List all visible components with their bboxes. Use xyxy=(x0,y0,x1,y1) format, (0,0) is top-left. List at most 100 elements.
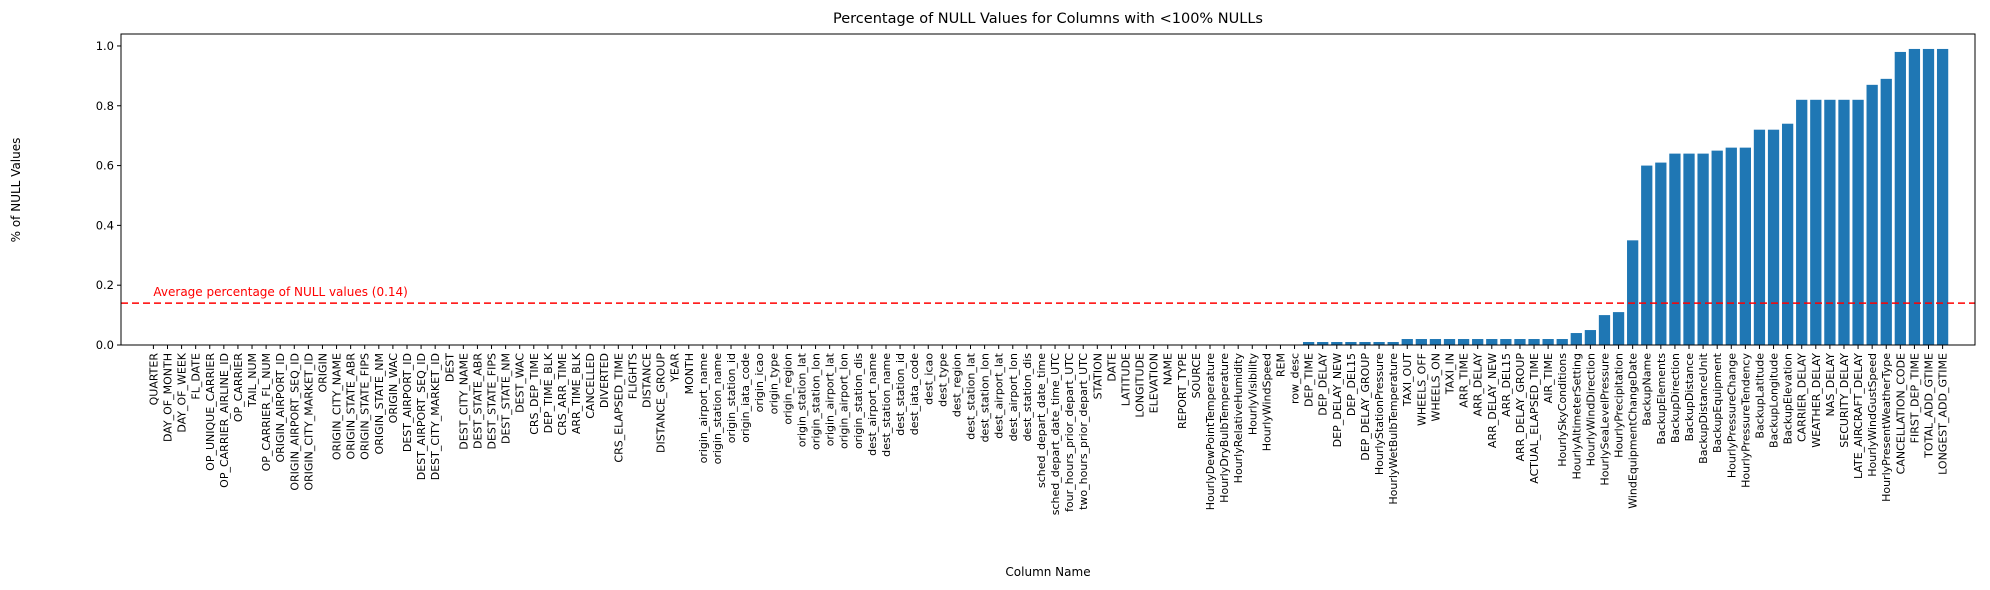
x-tick-label: DEST_CITY_NAME xyxy=(457,353,470,450)
x-tick-label: dest_station_lat xyxy=(965,352,978,439)
x-tick-label: FIRST_DEP_TIME xyxy=(1908,353,1921,443)
y-tick-label: 0.6 xyxy=(96,159,114,173)
bar xyxy=(1655,162,1667,345)
x-tick-label: WHEELS_OFF xyxy=(1415,353,1428,426)
x-tick-label: HourlyAltimeterSetting xyxy=(1570,353,1583,479)
x-tick-label: DEST_STATE_ABR xyxy=(471,353,484,449)
bar xyxy=(1443,339,1456,345)
x-tick-label: ORIGIN_STATE_NM xyxy=(373,353,386,454)
bar xyxy=(1767,129,1780,345)
x-tick-label: origin_station_id xyxy=(725,353,738,443)
x-tick-label: HourlyPrecipitation xyxy=(1613,353,1626,458)
x-tick-label: origin_type xyxy=(767,353,780,415)
x-tick-label: DAY_OF_MONTH xyxy=(161,353,174,442)
bar xyxy=(1669,153,1681,345)
x-tick-label: DEP_DEL15 xyxy=(1345,353,1358,416)
x-tick-label: HourlySkyConditions xyxy=(1556,353,1569,467)
x-tick-label: DEP_DELAY_GROUP xyxy=(1359,353,1372,461)
x-tick-label: dest_station_dis xyxy=(1021,353,1034,442)
x-tick-label: REM xyxy=(1274,353,1287,377)
x-tick-label: ORIGIN_STATE_FIPS xyxy=(359,353,372,460)
x-tick-label: DEST_WAC xyxy=(514,353,527,413)
bar xyxy=(1796,99,1808,346)
x-tick-label: HourlyWindSpeed xyxy=(1260,353,1273,451)
bar xyxy=(1739,147,1751,345)
x-tick-label: four_hours_prior_depart_UTC xyxy=(1063,353,1076,512)
x-tick-label: origin_station_lon xyxy=(810,353,823,450)
x-tick-label: REPORT_TYPE xyxy=(1176,353,1189,429)
x-tick-label: LATITUDE xyxy=(1119,353,1132,406)
bar xyxy=(1317,342,1329,345)
x-tick-label: ARR_DELAY_GROUP xyxy=(1514,353,1527,462)
bar xyxy=(1556,339,1568,345)
chart-title: Percentage of NULL Values for Columns wi… xyxy=(833,11,1263,27)
x-tick-label: NAME xyxy=(1162,353,1175,385)
bar xyxy=(1528,339,1540,345)
x-tick-label: ARR_TIME_BLK xyxy=(570,352,583,434)
x-tick-label: ORIGIN_CITY_NAME xyxy=(331,353,344,460)
x-tick-label: QUARTER xyxy=(147,353,160,406)
x-tick-label: BackupDirection xyxy=(1669,353,1682,443)
x-tick-label: dest_station_lon xyxy=(979,353,992,442)
x-tick-label: HourlyRelativeHumidity xyxy=(1232,353,1245,484)
bar xyxy=(1345,342,1357,345)
x-tick-label: HourlyDryBulbTemperature xyxy=(1218,353,1231,503)
bar xyxy=(1894,51,1906,345)
x-tick-label: BackupLatitude xyxy=(1753,353,1766,439)
bar xyxy=(1387,342,1399,345)
x-tick-label: DEST xyxy=(443,353,456,382)
bar xyxy=(1598,315,1611,345)
x-tick-label: HourlyStationPressure xyxy=(1373,353,1386,475)
x-tick-label: BackupElements xyxy=(1655,353,1668,445)
x-tick-label: STATION xyxy=(1091,353,1104,399)
x-tick-label: DEST_AIRPORT_SEQ_ID xyxy=(415,353,428,480)
x-tick-label: OP_CARRIER xyxy=(232,353,245,422)
x-tick-label: HourlyPresentWeatherType xyxy=(1880,353,1893,502)
x-tick-label: dest_station_id xyxy=(894,353,907,436)
x-tick-label: HourlyVisibility xyxy=(1246,353,1259,436)
bar xyxy=(1542,339,1554,345)
y-tick-label: 0.2 xyxy=(96,278,114,292)
x-tick-label: SECURITY_DELAY xyxy=(1838,353,1851,448)
x-tick-label: DEST_STATE_NM xyxy=(500,353,513,444)
x-tick-label: origin_icao xyxy=(753,353,766,413)
bar xyxy=(1880,78,1892,345)
bar xyxy=(1401,339,1413,345)
x-tick-label: CANCELLATION_CODE xyxy=(1894,353,1907,474)
y-tick-label: 1.0 xyxy=(96,39,114,53)
x-tick-label: ARR_DELAY_NEW xyxy=(1486,353,1499,448)
x-tick-label: ORIGIN_CITY_MARKET_ID xyxy=(302,353,315,491)
x-tick-label: origin_airport_name xyxy=(697,353,710,464)
bar xyxy=(1725,147,1737,345)
x-tick-label: dest_station_name xyxy=(880,353,893,457)
x-tick-label: LATE_AIRCRAFT_DELAY xyxy=(1852,353,1865,479)
x-tick-label: dest_type xyxy=(936,353,949,407)
bar xyxy=(1359,342,1371,345)
x-tick-label: BackupLongitude xyxy=(1768,353,1781,448)
bar xyxy=(1612,312,1625,345)
x-tick-label: OP_CARRIER_AIRLINE_ID xyxy=(218,353,231,488)
x-tick-label: dest_airport_lat xyxy=(993,352,1006,438)
x-tick-label: ORIGIN_STATE_ABR xyxy=(345,353,358,460)
x-tick-label: FLIGHTS xyxy=(626,353,639,399)
x-tick-label: origin_region xyxy=(781,353,794,425)
x-tick-label: CANCELLED xyxy=(584,353,597,419)
x-tick-label: TAXI_OUT xyxy=(1401,353,1414,407)
x-tick-label: dest_region xyxy=(950,353,963,417)
x-tick-label: origin_station_name xyxy=(711,353,724,465)
bar xyxy=(1373,342,1385,345)
x-tick-label: WHEELS_ON xyxy=(1429,353,1442,422)
x-tick-label: DIVERTED xyxy=(598,353,611,408)
bar xyxy=(1781,123,1794,345)
x-tick-label: ARR_TIME xyxy=(1458,353,1471,408)
x-tick-label: BackupDistance xyxy=(1683,353,1696,442)
bar xyxy=(1500,339,1512,345)
bar xyxy=(1810,99,1822,346)
bar xyxy=(1922,48,1935,345)
x-tick-label: BackupDistanceUnit xyxy=(1697,352,1710,463)
x-tick-label: DISTANCE_GROUP xyxy=(655,353,668,453)
x-tick-label: DISTANCE xyxy=(640,353,653,408)
x-tick-label: HourlySeaLevelPressure xyxy=(1598,353,1611,486)
bar xyxy=(1514,339,1526,345)
